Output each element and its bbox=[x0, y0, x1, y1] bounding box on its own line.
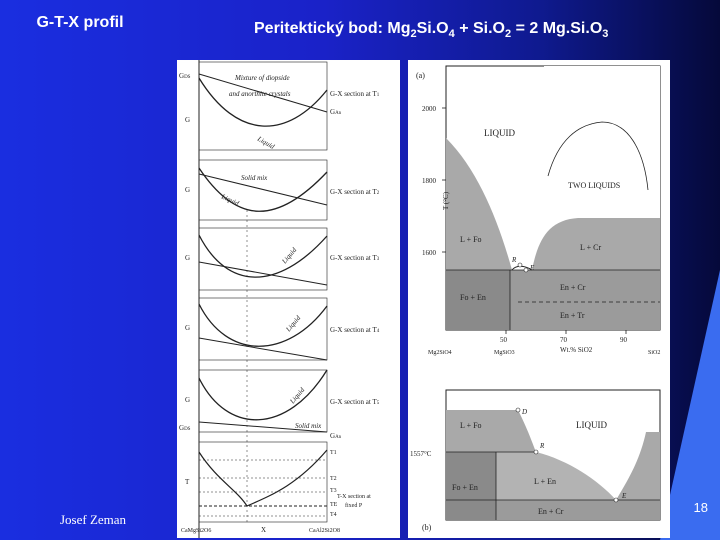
svg-text:G-X section at T1: G-X section at T1 bbox=[330, 90, 380, 98]
svg-text:D: D bbox=[521, 408, 527, 416]
svg-text:T3: T3 bbox=[330, 488, 337, 494]
svg-text:Liquid: Liquid bbox=[288, 386, 307, 406]
svg-text:Liquid: Liquid bbox=[219, 192, 240, 208]
svg-text:R: R bbox=[539, 442, 545, 450]
svg-text:E: E bbox=[621, 492, 627, 500]
svg-text:G: G bbox=[185, 186, 190, 194]
svg-text:GAn: GAn bbox=[330, 108, 342, 116]
svg-text:1800: 1800 bbox=[422, 177, 437, 185]
svg-text:GDS: GDS bbox=[179, 72, 191, 80]
svg-text:LIQUID: LIQUID bbox=[576, 420, 607, 430]
svg-text:G: G bbox=[185, 116, 190, 124]
svg-text:G: G bbox=[185, 254, 190, 262]
svg-text:L + Fo: L + Fo bbox=[460, 235, 482, 244]
svg-text:Solid mix: Solid mix bbox=[241, 174, 268, 182]
svg-text:LIQUID: LIQUID bbox=[484, 128, 515, 138]
svg-text:Solid mix: Solid mix bbox=[295, 422, 322, 430]
svg-text:TWO LIQUIDS: TWO LIQUIDS bbox=[568, 181, 620, 190]
svg-text:1557°C: 1557°C bbox=[410, 450, 432, 458]
svg-text:GDS: GDS bbox=[179, 424, 191, 432]
svg-text:T2: T2 bbox=[330, 476, 337, 482]
svg-text:Liquid: Liquid bbox=[255, 134, 276, 151]
svg-text:fixed P: fixed P bbox=[345, 502, 363, 509]
left-title: G-T-X profil bbox=[36, 14, 124, 31]
svg-text:CaMgSi2O6: CaMgSi2O6 bbox=[181, 528, 211, 534]
svg-text:TE: TE bbox=[330, 502, 338, 508]
svg-text:Fo + En: Fo + En bbox=[452, 483, 478, 492]
svg-text:(b): (b) bbox=[422, 523, 432, 532]
svg-text:R: R bbox=[511, 256, 517, 264]
svg-text:T1: T1 bbox=[330, 450, 337, 456]
svg-text:GAn: GAn bbox=[330, 432, 342, 440]
svg-text:G: G bbox=[185, 396, 190, 404]
svg-text:L + En: L + En bbox=[534, 477, 556, 486]
svg-text:SiO2: SiO2 bbox=[648, 350, 660, 356]
page-number: 18 bbox=[693, 500, 708, 515]
svg-text:G-X section at T3: G-X section at T3 bbox=[330, 254, 380, 262]
svg-text:CaAl2Si2O8: CaAl2Si2O8 bbox=[309, 528, 340, 534]
svg-text:Mg2SiO4: Mg2SiO4 bbox=[428, 350, 452, 356]
svg-text:T-X section at: T-X section at bbox=[337, 494, 371, 500]
svg-text:T4: T4 bbox=[330, 512, 337, 518]
svg-text:X: X bbox=[261, 526, 266, 534]
svg-text:70: 70 bbox=[560, 336, 568, 344]
svg-text:Mixture of diopside: Mixture of diopside bbox=[234, 74, 290, 82]
svg-text:Fo + En: Fo + En bbox=[460, 293, 486, 302]
svg-text:E: E bbox=[529, 264, 535, 272]
svg-text:En + Cr: En + Cr bbox=[538, 507, 564, 516]
svg-text:50: 50 bbox=[500, 336, 508, 344]
svg-text:G-X section at T4: G-X section at T4 bbox=[330, 326, 380, 334]
svg-text:L + Cr: L + Cr bbox=[580, 243, 601, 252]
gx-figure-panel: GDS G Mixture of diopside and anorthite … bbox=[177, 60, 400, 538]
svg-text:MgSiO3: MgSiO3 bbox=[494, 350, 515, 356]
svg-text:G: G bbox=[185, 324, 190, 332]
svg-text:Liquid: Liquid bbox=[284, 314, 303, 334]
svg-text:2000: 2000 bbox=[422, 105, 437, 113]
svg-text:T (°C): T (°C) bbox=[442, 191, 450, 210]
corner-decoration bbox=[660, 270, 720, 540]
svg-text:T: T bbox=[185, 478, 190, 486]
svg-text:Liquid: Liquid bbox=[280, 246, 299, 266]
svg-text:90: 90 bbox=[620, 336, 628, 344]
svg-text:Wt.% SiO2: Wt.% SiO2 bbox=[560, 346, 593, 354]
svg-text:1600: 1600 bbox=[422, 249, 437, 257]
author-name: Josef Zeman bbox=[60, 512, 127, 527]
svg-text:En + Cr: En + Cr bbox=[560, 283, 586, 292]
phase-diagram-panel: (a) T (°C) 2000 1800 1600 50 70 90 Mg2Si… bbox=[408, 60, 670, 538]
svg-text:and anorthite crystals: and anorthite crystals bbox=[229, 90, 291, 98]
svg-text:En + Tr: En + Tr bbox=[560, 311, 585, 320]
svg-text:G-X section at T2: G-X section at T2 bbox=[330, 188, 380, 196]
svg-text:(a): (a) bbox=[416, 71, 425, 80]
main-title: Peritektický bod: Mg2Si.O4 + Si.O2 = 2 M… bbox=[254, 20, 609, 41]
svg-text:G-X section at T5: G-X section at T5 bbox=[330, 398, 380, 406]
svg-text:L + Fo: L + Fo bbox=[460, 421, 482, 430]
